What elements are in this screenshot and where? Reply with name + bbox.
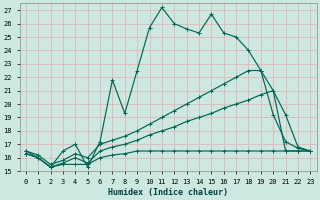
X-axis label: Humidex (Indice chaleur): Humidex (Indice chaleur)	[108, 188, 228, 197]
